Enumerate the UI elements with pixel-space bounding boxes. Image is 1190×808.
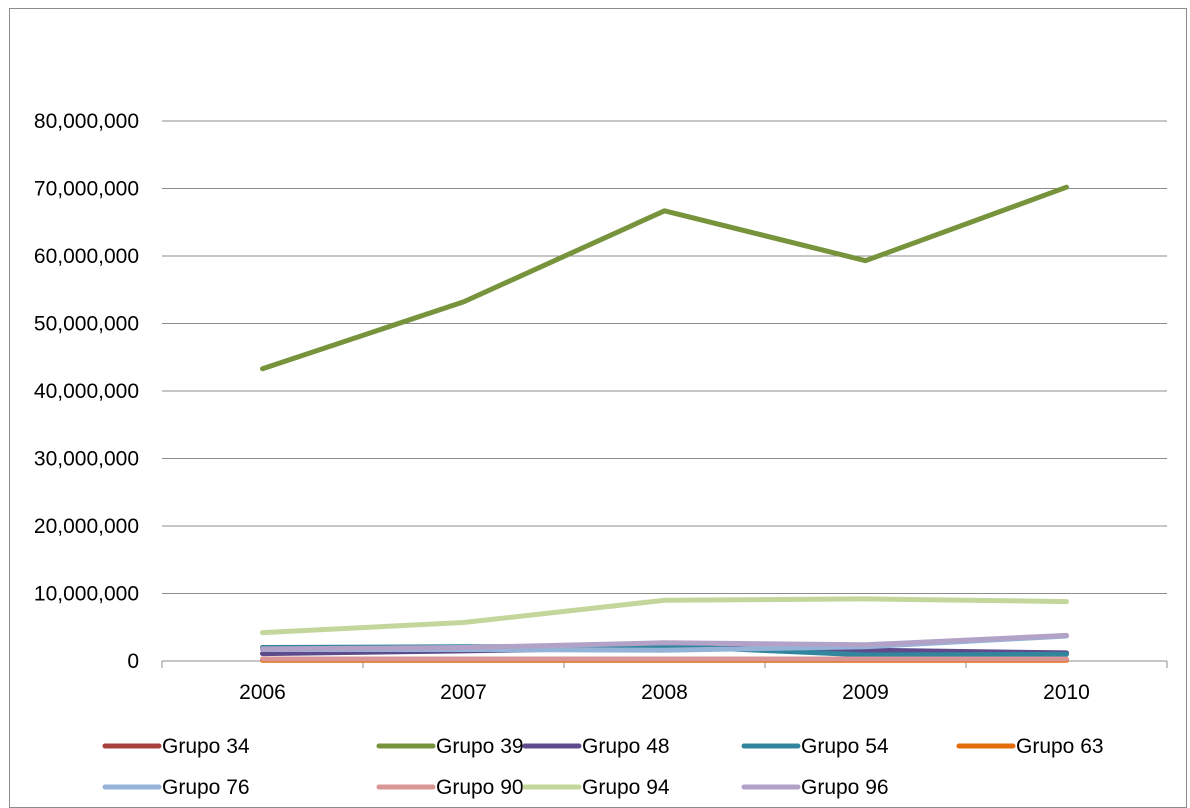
y-axis-tick-labels: 0 10,000,000 20,000,000 30,000,000 40,000,00… — [34, 110, 139, 673]
legend-label: Grupo 48 — [582, 735, 670, 758]
y-tick-label: 80,000,000 — [34, 110, 139, 133]
legend-item: Grupo 48 — [522, 735, 670, 758]
legend-label: Grupo 76 — [162, 776, 250, 799]
x-tick-label: 2009 — [842, 681, 889, 704]
legend-label: Grupo 90 — [436, 776, 524, 799]
legend-label: Grupo 63 — [1016, 735, 1104, 758]
y-tick-label: 60,000,000 — [34, 245, 139, 268]
legend-label: Grupo 94 — [582, 776, 670, 799]
y-tick-label: 0 — [127, 650, 139, 673]
y-tick-label: 30,000,000 — [34, 448, 139, 471]
legend-item: Grupo 90 — [376, 776, 524, 799]
legend-item: Grupo 54 — [741, 735, 889, 758]
grid-lines — [162, 120, 1167, 662]
y-tick-label: 10,000,000 — [34, 583, 139, 606]
series-lines — [260, 184, 1069, 663]
x-axis: 2006 2007 2008 2009 2010 — [161, 660, 1168, 704]
legend-item: Grupo 34 — [102, 735, 250, 758]
y-tick-label: 70,000,000 — [34, 178, 139, 201]
y-tick-label: 50,000,000 — [34, 313, 139, 336]
series-line-grupo-39 — [260, 184, 1069, 372]
y-tick-label: 20,000,000 — [34, 515, 139, 538]
x-tick-label: 2010 — [1043, 681, 1090, 704]
x-tick-label: 2006 — [239, 681, 286, 704]
legend-item: Grupo 96 — [741, 776, 889, 799]
legend-label: Grupo 39 — [436, 735, 524, 758]
x-tick-label: 2008 — [641, 681, 688, 704]
legend-label: Grupo 34 — [162, 735, 250, 758]
series-line-grupo-96 — [260, 632, 1069, 652]
series-line-grupo-94 — [260, 596, 1069, 636]
legend-label: Grupo 96 — [801, 776, 889, 799]
y-tick-label: 40,000,000 — [34, 380, 139, 403]
legend-item: Grupo 76 — [102, 776, 250, 799]
x-tick-label: 2007 — [440, 681, 487, 704]
legend-item: Grupo 39 — [376, 735, 524, 758]
legend-item: Grupo 94 — [522, 776, 670, 799]
legend-item: Grupo 63 — [956, 735, 1104, 758]
legend: Grupo 34 Grupo 39 Grupo 48 Grupo 54 Grupo 63… — [102, 735, 1104, 799]
legend-label: Grupo 54 — [801, 735, 889, 758]
